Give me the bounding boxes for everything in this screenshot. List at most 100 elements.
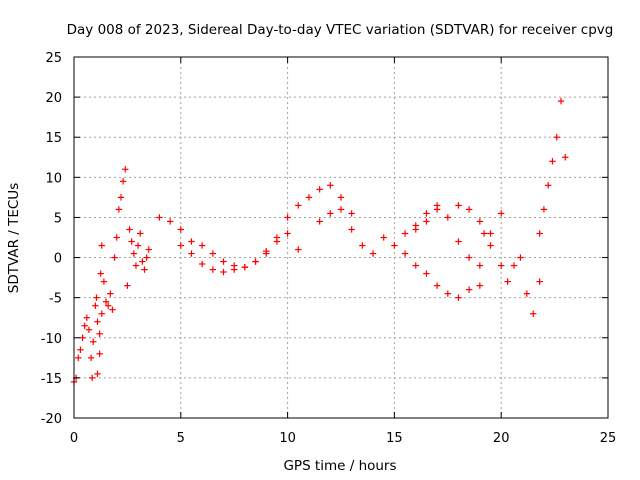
data-point bbox=[465, 254, 473, 261]
data-point bbox=[327, 182, 334, 189]
data-point bbox=[132, 262, 140, 269]
data-point bbox=[544, 182, 552, 189]
data-point bbox=[455, 238, 462, 245]
data-point bbox=[220, 258, 227, 265]
data-point bbox=[517, 254, 524, 261]
data-point bbox=[83, 314, 91, 321]
data-point bbox=[284, 214, 291, 221]
y-tick-label: -10 bbox=[41, 332, 62, 347]
x-axis-label: GPS time / hours bbox=[283, 458, 396, 474]
data-point bbox=[540, 206, 548, 213]
data-point bbox=[369, 250, 377, 257]
data-point bbox=[96, 330, 103, 337]
data-point bbox=[107, 290, 114, 297]
data-point bbox=[423, 218, 430, 225]
data-point bbox=[177, 242, 184, 249]
data-point bbox=[90, 338, 97, 345]
data-point bbox=[141, 266, 148, 273]
points-layer bbox=[70, 97, 569, 386]
data-point bbox=[231, 266, 238, 273]
data-point bbox=[523, 290, 531, 297]
x-tick-label: 5 bbox=[177, 431, 185, 446]
data-point bbox=[188, 250, 195, 257]
data-point bbox=[88, 374, 96, 382]
data-point bbox=[98, 242, 105, 249]
series-mid-arc bbox=[316, 202, 441, 257]
data-point bbox=[423, 270, 430, 277]
series-late-arc-2 bbox=[498, 254, 543, 317]
data-point bbox=[137, 230, 144, 237]
data-point bbox=[273, 238, 281, 245]
data-point bbox=[455, 294, 462, 301]
y-tick-label: 0 bbox=[54, 252, 62, 267]
data-point bbox=[337, 194, 345, 201]
data-point bbox=[348, 210, 355, 217]
data-point bbox=[198, 260, 206, 268]
chart-title: Day 008 of 2023, Sidereal Day-to-day VTE… bbox=[67, 22, 614, 38]
data-point bbox=[465, 286, 473, 293]
data-point bbox=[130, 250, 138, 257]
data-point bbox=[75, 354, 82, 362]
data-point bbox=[198, 242, 206, 249]
data-point bbox=[117, 194, 125, 201]
data-point bbox=[122, 166, 129, 173]
data-point bbox=[487, 230, 494, 237]
data-point bbox=[97, 270, 104, 277]
data-point bbox=[316, 218, 323, 225]
data-point bbox=[81, 322, 88, 329]
x-tick-label: 0 bbox=[70, 431, 78, 446]
data-point bbox=[444, 290, 451, 297]
data-point bbox=[109, 306, 116, 313]
data-point bbox=[252, 258, 259, 265]
data-point bbox=[166, 218, 174, 225]
data-point bbox=[316, 186, 323, 193]
data-point bbox=[295, 202, 302, 209]
data-point bbox=[412, 226, 419, 233]
data-point bbox=[145, 246, 152, 253]
data-point bbox=[401, 250, 409, 257]
data-point bbox=[119, 178, 127, 185]
data-point bbox=[263, 250, 270, 257]
data-point bbox=[102, 298, 110, 305]
data-point bbox=[220, 268, 227, 276]
data-point bbox=[98, 310, 105, 317]
data-point bbox=[79, 334, 86, 341]
data-point bbox=[128, 238, 135, 245]
data-point bbox=[92, 302, 99, 309]
data-point bbox=[111, 254, 118, 261]
data-point bbox=[209, 266, 217, 273]
data-point bbox=[359, 242, 366, 249]
data-point bbox=[498, 262, 505, 269]
data-point bbox=[188, 238, 195, 245]
y-tick-label: 20 bbox=[45, 91, 62, 106]
data-point bbox=[113, 234, 120, 241]
data-point bbox=[465, 206, 473, 213]
ticks-layer: -20 -15 -10 -5 0 5 10 15 20 25 0 5 10 15 20 25 bbox=[41, 51, 617, 446]
data-point bbox=[455, 202, 462, 209]
data-point bbox=[510, 262, 518, 269]
data-point bbox=[498, 210, 505, 217]
data-point bbox=[104, 302, 112, 309]
data-point bbox=[401, 230, 409, 237]
data-point bbox=[337, 206, 345, 213]
plot-frame bbox=[73, 56, 609, 419]
data-point bbox=[93, 294, 100, 301]
series-loop-arc bbox=[412, 206, 494, 269]
data-point bbox=[476, 282, 484, 289]
data-point bbox=[85, 326, 93, 333]
data-point bbox=[487, 242, 494, 249]
data-point bbox=[156, 214, 163, 221]
data-point bbox=[143, 254, 150, 261]
data-point bbox=[553, 134, 560, 141]
y-tick-label: 10 bbox=[45, 171, 62, 186]
data-point bbox=[177, 226, 184, 233]
x-tick-label: 25 bbox=[600, 431, 617, 446]
y-tick-label: 5 bbox=[54, 211, 62, 226]
series-early-arc-1 bbox=[85, 294, 105, 382]
data-point bbox=[77, 346, 84, 354]
data-point bbox=[139, 258, 146, 265]
data-point bbox=[562, 154, 569, 161]
data-point bbox=[433, 282, 441, 289]
